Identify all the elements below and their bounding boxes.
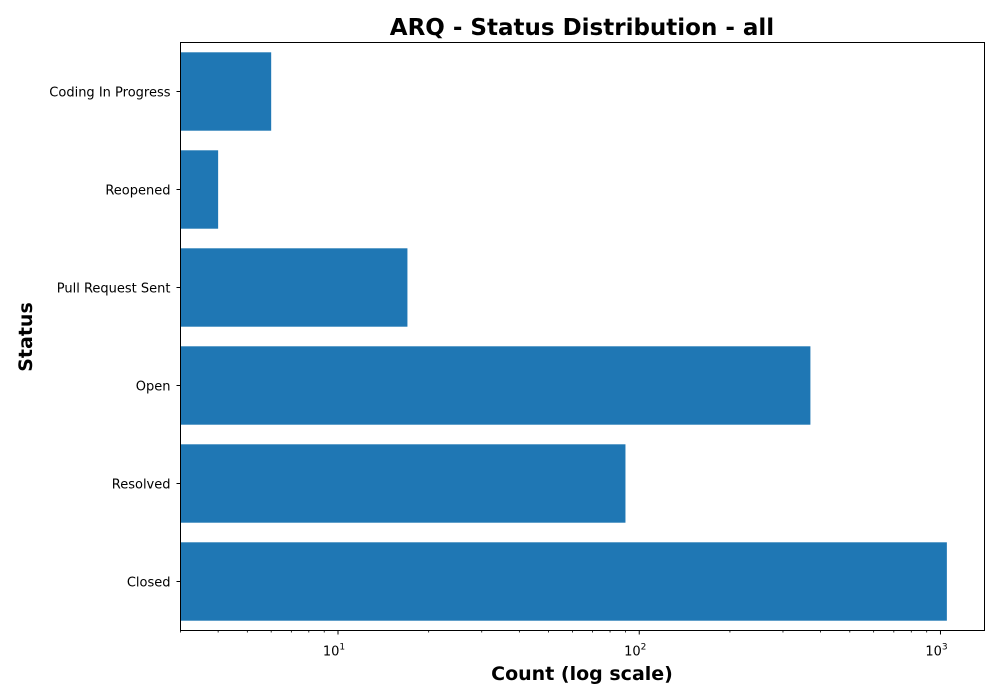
y-tick-label: Closed xyxy=(127,576,171,591)
bar-open xyxy=(180,346,811,425)
y-tick-label: Pull Request Sent xyxy=(57,282,171,297)
y-tick-label: Coding In Progress xyxy=(49,86,170,101)
x-tick-label: 102 xyxy=(624,643,646,660)
y-tick-label: Reopened xyxy=(105,184,170,199)
y-tick-label: Resolved xyxy=(112,478,171,493)
bar-pull-request-sent xyxy=(180,248,408,327)
y-axis-label: Status xyxy=(15,302,37,372)
plot-area-frame xyxy=(180,42,985,631)
chart-title: ARQ - Status Distribution - all xyxy=(390,15,774,41)
bar-coding-in-progress xyxy=(180,52,272,131)
x-tick-label: 101 xyxy=(323,643,345,660)
bar-reopened xyxy=(180,150,219,229)
bars-layer xyxy=(180,52,947,621)
x-tick-label: 103 xyxy=(925,643,947,660)
y-tick-label: Open xyxy=(136,380,171,395)
bar-resolved xyxy=(180,444,626,523)
bar-closed xyxy=(180,542,947,621)
x-axis-label: Count (log scale) xyxy=(491,663,673,685)
